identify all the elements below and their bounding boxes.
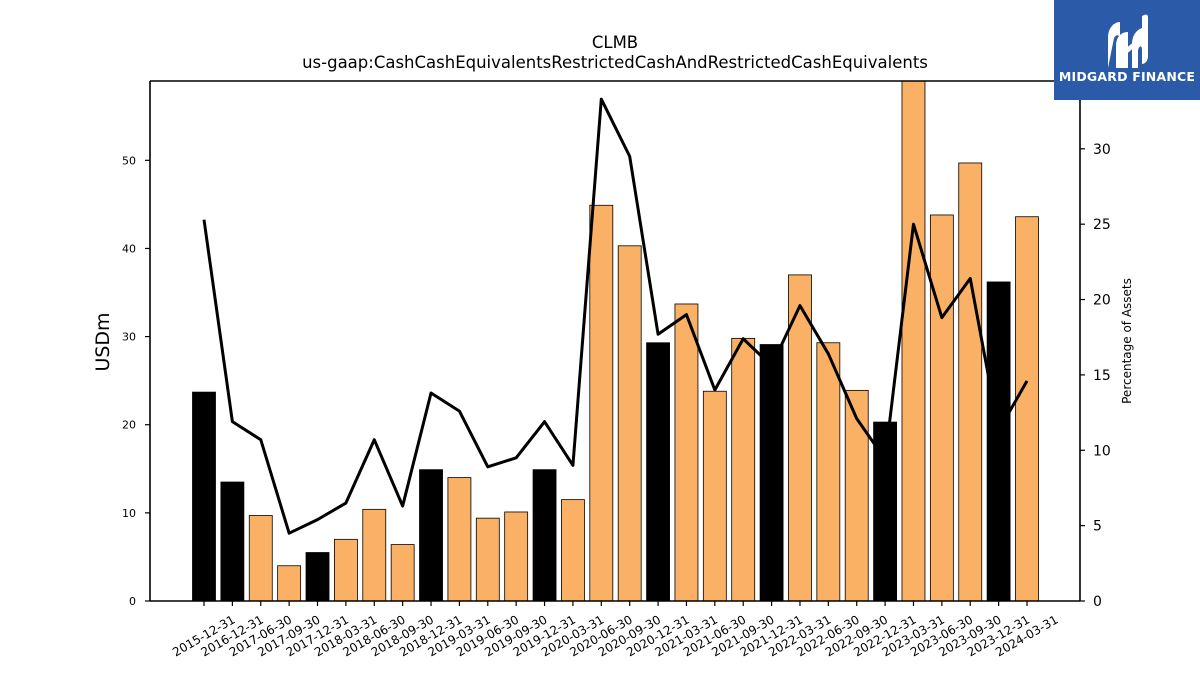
y-tick-label: 0 <box>129 595 136 608</box>
bar-2021-09-30 <box>731 337 756 602</box>
bar-2019-12-31 <box>532 469 557 602</box>
percentage-line <box>202 97 1029 535</box>
bar-2017-06-30 <box>248 515 273 602</box>
y2-tick-label: 10 <box>1093 443 1111 459</box>
bar-2023-12-31 <box>986 281 1011 602</box>
y2-tick-label: 5 <box>1093 519 1102 535</box>
bar-2023-03-31 <box>901 80 926 602</box>
bar-2019-06-30 <box>475 517 500 602</box>
bar-2024-03-31 <box>1015 216 1039 602</box>
y2-tick-label: 0 <box>1093 594 1102 610</box>
logo-text: MIDGARD FINANCE <box>1058 69 1196 84</box>
bar-2023-06-30 <box>929 214 954 602</box>
bar-2019-03-31 <box>447 477 472 602</box>
y2-tick-label: 20 <box>1093 293 1111 309</box>
y-tick-label: 20 <box>122 419 136 432</box>
chart-title: CLMB <box>592 33 638 52</box>
bar-2020-12-31 <box>646 342 670 602</box>
y-tick-label: 30 <box>122 331 136 344</box>
bar-2021-12-31 <box>759 344 784 602</box>
line-layer <box>202 97 1029 535</box>
bar-2020-03-31 <box>561 499 585 602</box>
bar-2021-03-31 <box>674 303 699 602</box>
midgard-logo-icon <box>1108 14 1148 68</box>
bar-2020-06-30 <box>589 204 614 602</box>
bar-2022-06-30 <box>816 342 841 602</box>
bar-2018-06-30 <box>362 508 387 602</box>
y-tick-label: 10 <box>122 507 136 520</box>
y2-tick-label: 30 <box>1093 142 1111 158</box>
midgard-finance-logo: MIDGARD FINANCE <box>1054 0 1200 100</box>
bar-2018-09-30 <box>390 544 415 602</box>
bar-2023-09-30 <box>958 162 983 602</box>
y2-tick-label: 15 <box>1093 368 1111 384</box>
y2-tick-label: 25 <box>1093 217 1111 233</box>
chart-subtitle: us-gaap:CashCashEquivalentsRestrictedCas… <box>302 53 928 72</box>
bar-2016-12-31 <box>220 481 245 602</box>
bars-layer <box>192 80 1039 602</box>
y-tick-label: 40 <box>122 242 136 255</box>
y2-axis-label: Percentage of Assets <box>1120 278 1134 404</box>
y-tick-label: 50 <box>122 154 136 167</box>
bar-2017-12-31 <box>305 552 330 602</box>
y-axis-label: USDm <box>92 312 114 371</box>
bar-2022-09-30 <box>844 389 869 602</box>
bar-2019-09-30 <box>504 511 529 602</box>
bar-2020-09-30 <box>617 245 642 602</box>
bar-2018-12-31 <box>419 469 443 602</box>
bar-2015-12-31 <box>192 391 216 602</box>
bar-2018-03-31 <box>333 538 358 602</box>
bar-2021-06-30 <box>702 390 727 602</box>
bar-2017-09-30 <box>277 565 302 602</box>
